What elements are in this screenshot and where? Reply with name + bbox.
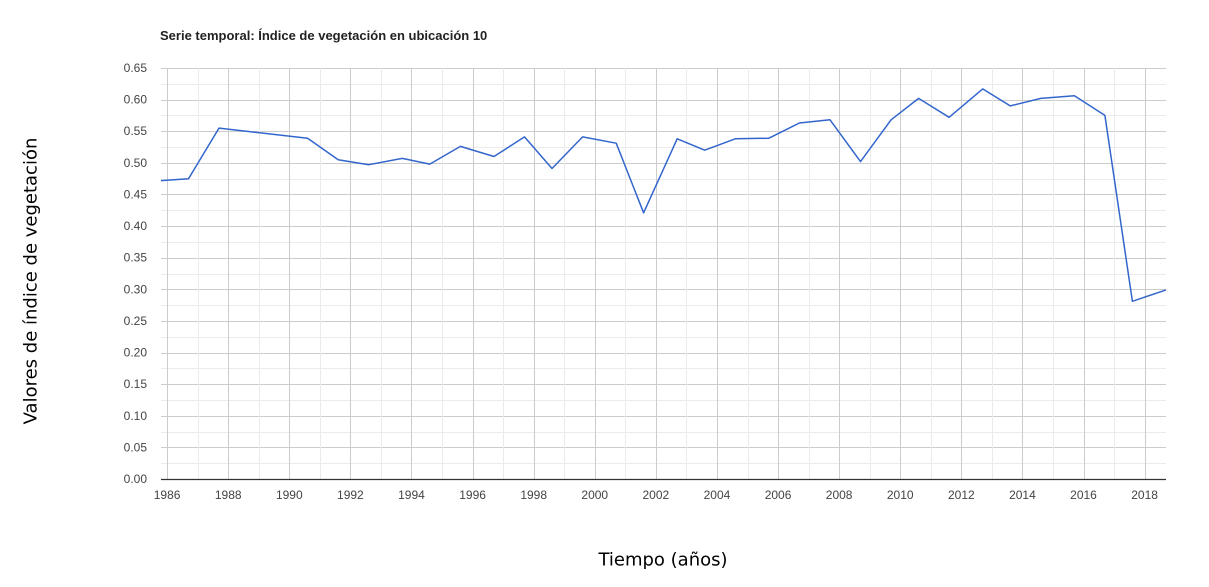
y-tick-label: 0.45 xyxy=(124,187,148,201)
y-tick-label: 0.60 xyxy=(124,93,148,107)
y-tick-label: 0.20 xyxy=(124,346,148,360)
x-tick-label: 2008 xyxy=(826,488,853,502)
x-tick-label: 2010 xyxy=(887,488,914,502)
x-tick-label: 1986 xyxy=(154,488,181,502)
y-tick-label: 0.30 xyxy=(124,282,148,296)
x-tick-label: 2012 xyxy=(948,488,975,502)
y-tick-label: 0.25 xyxy=(124,314,148,328)
y-tick-label: 0.50 xyxy=(124,156,148,170)
y-tick-label: 0.10 xyxy=(124,409,148,423)
x-tick-label: 1998 xyxy=(520,488,547,502)
grid-layer xyxy=(161,68,1166,479)
tick-label-layer: 0.00 0.05 0.10 0.15 0.20 0.25 0.30 0.35 0.40 0.45… xyxy=(124,61,1159,502)
x-tick-label: 1990 xyxy=(276,488,303,502)
series-layer xyxy=(160,88,1167,303)
y-tick-label: 0.35 xyxy=(124,251,148,265)
x-tick-label: 1996 xyxy=(459,488,486,502)
x-tick-label: 1994 xyxy=(398,488,425,502)
x-tick-label: 1992 xyxy=(337,488,364,502)
y-tick-label: 0.65 xyxy=(124,61,148,75)
x-axis-title: Tiempo (años) xyxy=(598,549,728,571)
y-tick-label: 0.05 xyxy=(124,440,148,454)
x-tick-label: 1988 xyxy=(215,488,242,502)
series-line xyxy=(160,88,1167,303)
chart-title: Serie temporal: Índice de vegetación en … xyxy=(160,28,488,43)
y-tick-label: 0.15 xyxy=(124,377,148,391)
x-tick-label: 2002 xyxy=(643,488,670,502)
x-tick-label: 2000 xyxy=(581,488,608,502)
x-tick-label: 2016 xyxy=(1070,488,1097,502)
x-tick-label: 2004 xyxy=(704,488,731,502)
x-tick-label: 2006 xyxy=(765,488,792,502)
x-tick-label: 2018 xyxy=(1131,488,1158,502)
y-tick-label: 0.00 xyxy=(124,472,148,486)
y-tick-label: 0.55 xyxy=(124,124,148,138)
x-tick-label: 2014 xyxy=(1009,488,1036,502)
y-tick-label: 0.40 xyxy=(124,219,148,233)
